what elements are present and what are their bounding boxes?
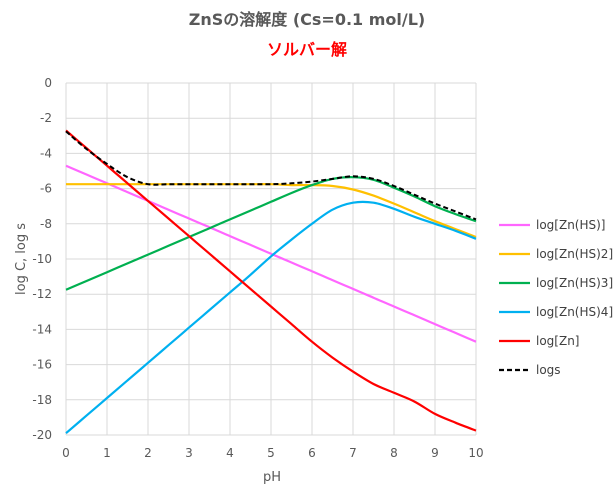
- y-tick-label: -14: [32, 322, 52, 336]
- legend-label-1: log[Zn(HS)2]: [536, 247, 613, 261]
- y-tick-label: -18: [32, 393, 52, 407]
- chart-subtitle: ソルバー解: [267, 40, 347, 59]
- x-tick-label: 2: [144, 446, 152, 460]
- x-tick-label: 7: [349, 446, 357, 460]
- series-line-0: [65, 164, 477, 343]
- y-tick-label: -8: [40, 217, 52, 231]
- x-axis-ticks: 0 1 2 3 4 5 6 7 8 9 10: [62, 446, 483, 460]
- x-tick-label: 3: [185, 446, 193, 460]
- x-tick-label: 4: [226, 446, 234, 460]
- y-tick-label: -2: [40, 111, 52, 125]
- y-tick-label: -16: [32, 358, 52, 372]
- legend-label-3: log[Zn(HS)4]: [536, 305, 613, 319]
- legend: log[Zn(HS)] log[Zn(HS)2] log[Zn(HS)3] log[Z…: [499, 218, 613, 377]
- grid-lines: [65, 82, 477, 436]
- chart-title: ZnSの溶解度 (Cs=0.1 mol/L): [189, 10, 426, 29]
- x-tick-label: 0: [62, 446, 70, 460]
- x-tick-label: 1: [103, 446, 111, 460]
- legend-label-0: log[Zn(HS)]: [536, 218, 606, 232]
- x-tick-label: 9: [431, 446, 439, 460]
- x-tick-label: 5: [267, 446, 275, 460]
- y-tick-label: -6: [40, 182, 52, 196]
- x-tick-label: 6: [308, 446, 316, 460]
- y-tick-label: -20: [32, 428, 52, 442]
- plot-series: [65, 129, 477, 435]
- legend-label-4: log[Zn]: [536, 334, 579, 348]
- series-line-5: [65, 130, 477, 221]
- series-line-3: [65, 200, 477, 435]
- y-axis-ticks: 0 -2 -4 -6 -8 -10 -12 -14 -16 -18 -20: [32, 76, 52, 442]
- x-axis-label: pH: [263, 470, 281, 485]
- y-tick-label: -4: [40, 146, 52, 160]
- y-tick-label: -10: [32, 252, 52, 266]
- y-axis-label: log C, log s: [14, 223, 29, 295]
- series-line-1: [65, 183, 477, 239]
- y-tick-label: 0: [44, 76, 52, 90]
- legend-label-2: log[Zn(HS)3]: [536, 276, 613, 290]
- series-line-2: [65, 176, 477, 291]
- x-tick-label: 8: [390, 446, 398, 460]
- legend-label-5: logs: [536, 363, 561, 377]
- series-line-4: [65, 129, 477, 432]
- x-tick-label: 10: [468, 446, 483, 460]
- y-tick-label: -12: [32, 287, 52, 301]
